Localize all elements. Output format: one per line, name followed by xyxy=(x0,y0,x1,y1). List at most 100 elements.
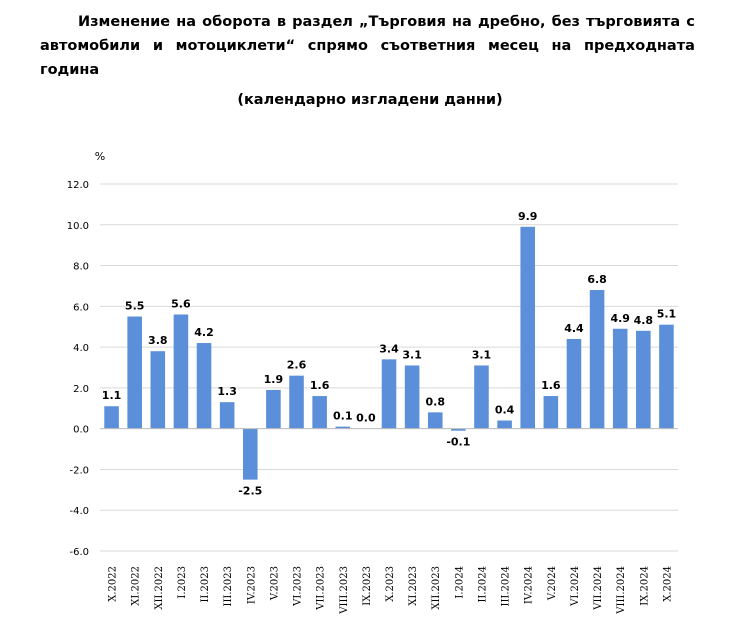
title-line-3: година xyxy=(40,62,100,78)
bar xyxy=(196,343,212,429)
y-tick-label: 8.0 xyxy=(73,262,89,273)
data-label: 4.8 xyxy=(634,314,654,327)
data-label: 3.1 xyxy=(472,348,492,361)
y-tick-label: -4.0 xyxy=(69,506,89,517)
bar xyxy=(427,412,443,429)
x-tick-label: IV.2024 xyxy=(524,566,535,604)
x-tick-label: VII.2023 xyxy=(316,566,327,611)
data-label: 4.4 xyxy=(564,322,584,335)
data-label: 3.1 xyxy=(402,348,422,361)
bar xyxy=(612,328,628,429)
x-tick-label: I.2023 xyxy=(177,566,188,599)
bar xyxy=(451,428,466,431)
bar xyxy=(219,402,235,429)
x-tick-label: III.2024 xyxy=(501,566,512,606)
data-label: 0.4 xyxy=(495,404,515,417)
title-line-1-word: раздел xyxy=(292,14,353,30)
title-line-2-word: автомобили xyxy=(40,38,141,54)
data-label: -0.1 xyxy=(446,436,470,449)
x-tick-label: VI.2024 xyxy=(570,566,581,607)
x-tick-label: V.2024 xyxy=(547,566,558,601)
x-tick-label: XI.2023 xyxy=(408,566,419,606)
title-line-1-word: без xyxy=(551,14,580,30)
data-label: 4.2 xyxy=(194,326,214,339)
bar xyxy=(543,396,559,429)
bar xyxy=(566,338,582,429)
y-tick-label: 10.0 xyxy=(67,221,89,232)
data-label: 1.3 xyxy=(217,385,237,398)
title-line-1-word: оборота xyxy=(202,14,271,30)
title-line-1-word: Изменение xyxy=(78,14,171,30)
bar xyxy=(659,324,674,429)
bar xyxy=(242,428,258,480)
bar xyxy=(173,314,189,429)
title-line-1-word: в xyxy=(276,14,287,30)
y-tick-label: 12.0 xyxy=(67,180,89,191)
title-line-2-word: и xyxy=(152,38,164,54)
title-line-1-word: с xyxy=(686,14,695,30)
title-line-1-word: „Търговия xyxy=(359,14,446,30)
bar xyxy=(636,330,651,429)
x-tick-label: III.2023 xyxy=(223,566,234,606)
title-line-2-word: мотоциклети“ xyxy=(175,38,296,54)
x-tick-label: II.2023 xyxy=(200,566,211,603)
x-tick-label: VIII.2023 xyxy=(339,566,350,615)
title-line-2-word: на xyxy=(551,38,572,54)
data-label: 2.6 xyxy=(287,359,307,372)
bar xyxy=(150,351,166,429)
y-tick-label: 6.0 xyxy=(73,302,89,313)
y-tick-label: -2.0 xyxy=(69,465,89,476)
bar xyxy=(289,375,304,429)
x-tick-label: X.2024 xyxy=(662,566,673,602)
y-tick-label: 4.0 xyxy=(73,343,89,354)
x-tick-label: X.2023 xyxy=(385,566,396,602)
bar xyxy=(335,426,351,429)
bar xyxy=(474,365,489,429)
data-label: 5.6 xyxy=(171,297,191,310)
x-tick-label: IX.2023 xyxy=(362,566,373,606)
x-tick-label: XI.2022 xyxy=(131,566,142,606)
chart-title: Изменение на оборота в раздел „Търговия на дреб… xyxy=(40,10,695,82)
data-label: 6.8 xyxy=(587,273,607,286)
x-tick-label: I.2024 xyxy=(454,566,465,599)
title-line-2-word: съответния xyxy=(380,38,476,54)
bar xyxy=(404,365,420,429)
title-line-1: Изменение на оборота в раздел „Търговия на дреб… xyxy=(40,10,695,34)
data-label: 4.9 xyxy=(610,312,630,325)
title-line-2: автомобили и мотоциклети“ спрямо съответния м… xyxy=(40,34,695,58)
y-tick-label: -6.0 xyxy=(69,547,89,558)
data-label: 1.6 xyxy=(310,379,330,392)
bar xyxy=(520,226,536,429)
y-unit-label: % xyxy=(95,150,105,163)
title-line-2-word: спрямо xyxy=(307,38,368,54)
bar xyxy=(104,406,119,429)
data-label: 0.1 xyxy=(333,410,353,423)
data-label: 1.9 xyxy=(264,373,284,386)
bar xyxy=(589,290,605,429)
title-line-1-word: търговията xyxy=(586,14,681,30)
bar xyxy=(381,359,397,429)
y-tick-label: 2.0 xyxy=(73,384,89,395)
title-line-1-word: дребно, xyxy=(477,14,546,30)
data-label: 5.1 xyxy=(657,308,677,321)
y-tick-label: 0.0 xyxy=(73,425,89,436)
title-line-1-word: на xyxy=(176,14,197,30)
bar xyxy=(497,420,512,429)
x-tick-label: VIII.2024 xyxy=(616,566,627,615)
title-line-2-word: месец xyxy=(487,38,539,54)
data-label: 1.6 xyxy=(541,379,561,392)
x-tick-label: V.2023 xyxy=(269,566,280,601)
data-label: 0.8 xyxy=(425,395,445,408)
data-label: 3.4 xyxy=(379,342,399,355)
data-label: -2.5 xyxy=(238,485,262,498)
x-tick-label: VI.2023 xyxy=(293,566,304,607)
x-tick-label: II.2024 xyxy=(477,566,488,603)
x-tick-label: VII.2024 xyxy=(593,566,604,611)
bar xyxy=(266,389,281,429)
data-label: 3.8 xyxy=(148,334,168,347)
x-tick-label: IV.2023 xyxy=(246,566,257,604)
title-line-2-word: предходната xyxy=(583,38,695,54)
data-label: 0.0 xyxy=(356,412,376,425)
data-label: 1.1 xyxy=(102,389,122,402)
